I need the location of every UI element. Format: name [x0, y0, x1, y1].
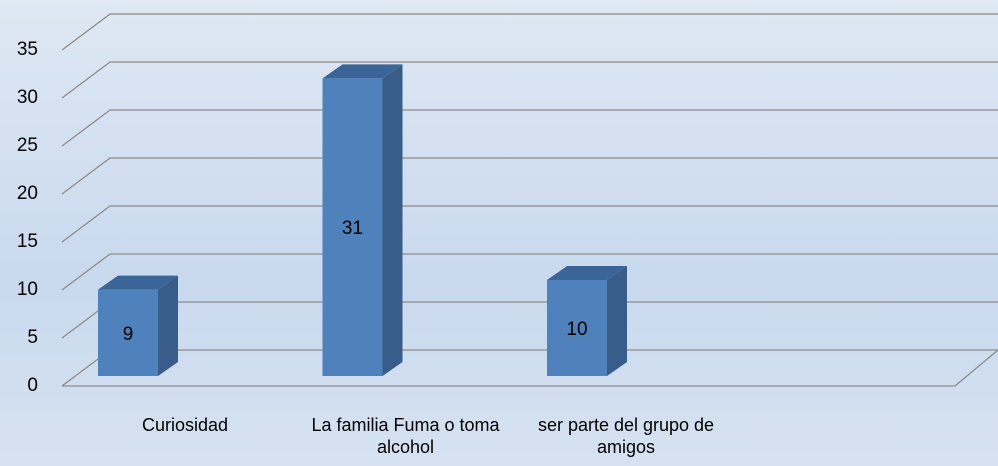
x-tick-label: Curiosidad — [141, 415, 229, 435]
y-tick-label: 5 — [27, 327, 38, 348]
y-tick-label: 0 — [27, 375, 38, 396]
y-tick-label: 30 — [17, 87, 38, 108]
y-tick-label: 20 — [17, 183, 38, 204]
bar — [322, 78, 383, 377]
grid-line — [61, 61, 998, 99]
y-tick-label: 15 — [17, 231, 38, 252]
grid-line — [61, 349, 998, 387]
y-tick-label: 35 — [17, 39, 38, 60]
bar-side — [382, 64, 403, 377]
bar-top — [322, 64, 403, 79]
bar — [98, 289, 158, 376]
data-label: 31 — [342, 218, 363, 239]
floor-edge — [62, 349, 998, 387]
data-label: 9 — [123, 324, 134, 345]
grid-line — [61, 109, 998, 147]
y-tick-label: 25 — [17, 135, 38, 156]
grid-line — [61, 253, 998, 291]
data-label: 10 — [566, 319, 587, 340]
bar-side — [158, 275, 178, 376]
grid-line — [61, 157, 998, 195]
grid-line — [61, 13, 998, 51]
x-tick-label: La familia Fuma o toma alcohol — [311, 415, 500, 457]
bar-side — [607, 266, 627, 376]
bar — [547, 280, 607, 376]
x-tick-label: ser parte del grupo de amigos — [537, 415, 715, 457]
grid-line — [61, 205, 998, 243]
bar-top — [98, 275, 178, 290]
y-tick-label: 10 — [17, 279, 38, 300]
grid-line — [61, 301, 998, 339]
bar-top — [547, 266, 627, 280]
